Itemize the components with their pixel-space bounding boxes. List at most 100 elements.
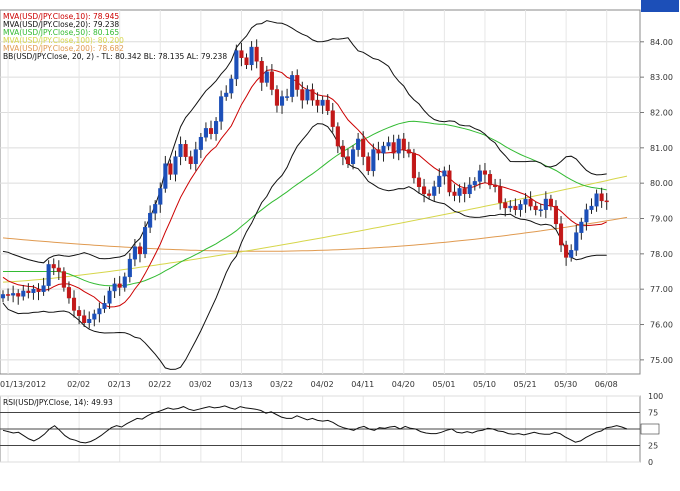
candle-down [66,287,72,299]
candle-down [244,57,249,66]
time-tick-label: 05/10 [473,380,496,389]
candle-down [82,315,87,324]
candle-up [386,142,391,147]
candle-up [396,138,401,154]
candle-up [285,96,290,98]
candle-down [36,288,41,292]
candle-up [122,276,127,288]
candle-down [335,126,340,147]
candle-up [219,96,224,122]
legend-entry: MVA(USD/JPY.Close,200): 78.682 [3,44,124,53]
candle-up [381,145,386,154]
legend-entry: MVA(USD/JPY.Close,10): 78.945 [3,12,119,21]
price-tick-label: 83.00 [650,73,673,82]
candle-up [163,163,168,189]
price-axis: 84.00 83.00 82.00 81.00 80.00 79.00 78.00 77.00… [640,0,679,365]
legend-entry: MVA(USD/JPY.Close,20): 79.238 [3,20,119,29]
candle-up [92,313,97,320]
candle-up [508,205,513,209]
last-price-label: 79.485 [644,0,672,2]
legend-entry: MVA(USD/JPY.Close,50): 80.165 [3,28,119,37]
price-tick-label: 80.00 [650,179,673,188]
candle-down [366,156,371,172]
rsi-last-badge [640,423,660,435]
candle-up [589,205,594,210]
time-tick-label: 05/21 [514,380,537,389]
candle-up [477,170,482,182]
rsi-tick-label: 100 [648,392,663,401]
candle-up [153,204,158,214]
candle-up [594,193,599,207]
candle-up [11,293,16,296]
candle-up [472,181,477,186]
candle-down [599,193,604,202]
rsi-tick-label: 0 [648,458,653,467]
candle-down [498,186,503,203]
candle-down [269,71,274,90]
candle-up [457,188,462,196]
candle-down [533,205,538,210]
candle-up [518,204,523,210]
candle-down [548,198,553,207]
time-tick-label: 05/01 [432,380,455,389]
price-tick-label: 79.00 [650,215,673,224]
candle-up [198,136,203,150]
candle-down [427,193,432,196]
main-panel-frame [0,9,641,375]
main-legend: MVA(USD/JPY.Close,10): 78.945MVA(USD/JPY… [3,12,227,61]
candle-down [604,200,609,203]
candle-down [259,60,264,83]
candle-up [87,318,92,324]
candle-up [523,198,528,205]
ma10-line [2,69,607,308]
candle-up [543,198,548,210]
candle-down [51,264,56,269]
price-tick-label: 84.00 [650,38,673,47]
candle-down [56,267,61,272]
candle-down [6,294,11,296]
candle-down [416,177,422,187]
bollinger-upper-line [2,20,607,264]
candle-up [102,303,107,309]
ma200-line [2,216,628,252]
candle-down [558,223,564,246]
time-tick-label: 03/22 [270,380,293,389]
candle-down [422,186,427,195]
candle-up [158,188,163,205]
price-tick-label: 81.00 [650,144,673,153]
ma50-line [3,120,607,287]
candle-up [290,75,295,97]
time-tick-label: 02/02 [67,380,90,389]
candle-up [356,138,361,150]
candle-up [432,186,437,196]
time-tick-label: 01/13/2012 [0,380,46,389]
candle-down [493,184,498,187]
candle-up [97,308,102,315]
candle-down [183,144,188,157]
candle-up [350,149,356,164]
time-tick-label: 05/30 [554,380,577,389]
candle-down [71,297,77,311]
time-tick-label: 02/13 [108,380,131,389]
candle-down [376,149,381,154]
rsi-tick-label: 25 [648,442,658,451]
candle-up [127,258,132,278]
time-tick-label: 06/08 [595,380,618,389]
candle-up [249,46,254,66]
candle-down [447,170,452,193]
candle-down [168,163,173,175]
candle-down [391,142,396,154]
candle-up [234,50,239,80]
candle-up [112,283,117,292]
candle-down [61,271,66,288]
candle-down [274,89,280,106]
candle-down [553,205,559,225]
rsi-axis: 1007550250 [640,392,663,467]
price-tick-label: 77.00 [650,285,673,294]
candle-up [46,264,51,286]
candle-up [371,149,376,172]
rsi-line [2,405,628,444]
candle-up [584,209,589,223]
candle-down [513,205,518,210]
